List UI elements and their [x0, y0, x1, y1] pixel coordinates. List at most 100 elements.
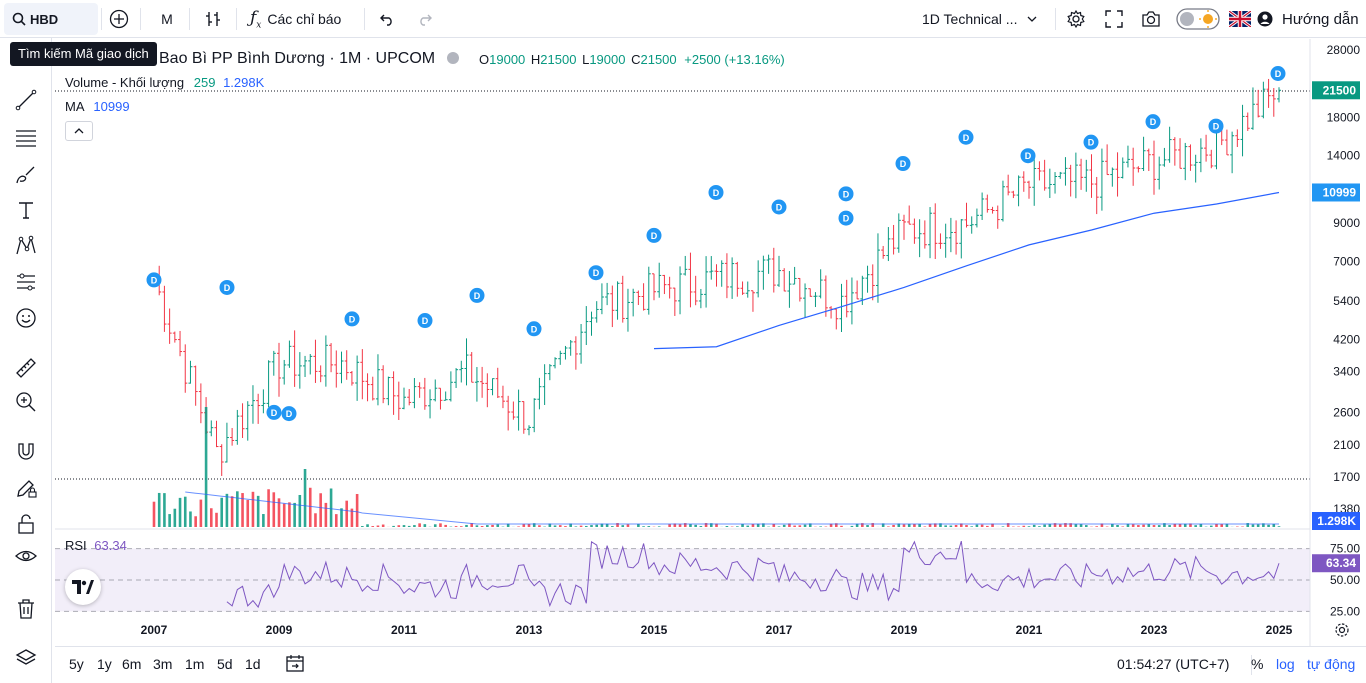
prediction-tool-button[interactable] — [10, 266, 42, 298]
compare-button[interactable] — [107, 0, 131, 38]
hide-drawings-button[interactable] — [10, 540, 42, 572]
dividend-marker[interactable] — [1020, 148, 1036, 164]
rsi-axis-label: 50.00 — [1330, 573, 1360, 587]
dividend-marker[interactable] — [1208, 118, 1224, 134]
range-button-5y[interactable]: 5y — [69, 656, 84, 672]
zoom-tool-button[interactable] — [10, 386, 42, 418]
dividend-marker[interactable] — [526, 321, 542, 337]
volume-bar — [1183, 523, 1187, 527]
dividend-marker[interactable] — [469, 287, 485, 303]
dividend-marker[interactable] — [588, 265, 604, 281]
volume-bar — [423, 524, 427, 527]
range-button-6m[interactable]: 6m — [122, 656, 142, 672]
language-button[interactable] — [1229, 0, 1251, 38]
volume-bar — [1095, 526, 1099, 527]
volume-bar — [980, 524, 984, 527]
percent-toggle[interactable]: % — [1251, 656, 1264, 672]
chart-settings-button[interactable] — [1334, 622, 1350, 641]
range-button-3m[interactable]: 3m — [153, 656, 173, 672]
dividend-marker[interactable] — [708, 184, 724, 200]
volume-ma-line — [185, 491, 1279, 525]
measure-tool-button[interactable] — [10, 352, 42, 384]
volume-bar — [605, 523, 609, 527]
volume-bar — [777, 526, 781, 527]
dividend-marker-label: D — [776, 203, 783, 213]
volume-bar — [308, 487, 312, 527]
volume-bar — [1121, 526, 1125, 527]
range-button-1m[interactable]: 1m — [185, 656, 205, 672]
magnet-tool-button[interactable] — [10, 436, 42, 468]
dividend-marker[interactable] — [1270, 66, 1286, 82]
drawing-toolbar — [0, 38, 52, 683]
volume-bar — [683, 523, 687, 527]
stay-drawing-button[interactable] — [10, 472, 42, 504]
snapshot-button[interactable] — [1140, 0, 1162, 38]
trendline-tool-button[interactable] — [10, 84, 42, 116]
price-axis-label: 2100 — [1333, 438, 1360, 452]
volume-bar — [892, 524, 895, 527]
dividend-marker[interactable] — [838, 210, 854, 226]
dividend-marker[interactable] — [771, 199, 787, 215]
theme-toggle[interactable] — [1176, 0, 1220, 38]
auto-scale-toggle[interactable]: tự động — [1307, 656, 1356, 672]
volume-bar — [522, 524, 526, 527]
dividend-marker[interactable] — [838, 186, 854, 202]
volume-bar — [1048, 524, 1052, 527]
price-axis-label: 5400 — [1333, 294, 1360, 308]
volume-bar — [1027, 526, 1031, 527]
object-tree-button[interactable] — [10, 642, 42, 674]
dividend-marker[interactable] — [895, 156, 911, 172]
volume-bar — [168, 514, 171, 527]
clock-readout[interactable]: 01:54:27 (UTC+7) — [1117, 656, 1230, 672]
dividend-marker[interactable] — [219, 279, 235, 295]
range-button-1y[interactable]: 1y — [97, 656, 112, 672]
volume-bar — [1277, 526, 1281, 527]
price-axis-label: 2600 — [1333, 405, 1360, 419]
volume-bar — [215, 512, 218, 527]
settings-button[interactable] — [1065, 0, 1087, 38]
dividend-marker[interactable] — [958, 129, 974, 145]
user-icon — [1257, 11, 1273, 27]
dividend-marker[interactable] — [1145, 114, 1161, 130]
ruler-icon — [16, 358, 36, 378]
fib-tool-button[interactable] — [10, 122, 42, 154]
pattern-tool-button[interactable] — [10, 230, 42, 262]
symbol-search-button[interactable]: HBD — [4, 3, 98, 35]
chart-type-button[interactable] — [202, 0, 224, 38]
interval-button[interactable]: M — [161, 11, 173, 27]
volume-bar — [1267, 524, 1270, 527]
icon-tool-button[interactable] — [10, 302, 42, 334]
brush-tool-button[interactable] — [10, 159, 42, 191]
undo-button[interactable] — [377, 0, 397, 38]
log-toggle[interactable]: log — [1276, 656, 1295, 672]
dividend-marker-label: D — [474, 291, 481, 301]
remove-drawings-button[interactable] — [10, 593, 42, 625]
indicators-button[interactable]: ƒx Các chỉ báo — [250, 0, 341, 38]
dividend-marker[interactable] — [281, 406, 297, 422]
price-axis-label: 18000 — [1327, 110, 1361, 124]
dividend-marker[interactable] — [266, 404, 282, 420]
dividend-marker[interactable] — [1083, 134, 1099, 150]
volume-bar — [725, 526, 729, 527]
fullscreen-button[interactable] — [1103, 0, 1125, 38]
tradingview-logo-icon[interactable] — [65, 569, 101, 605]
collapse-legend-button[interactable] — [65, 121, 93, 141]
date-range-button[interactable] — [285, 653, 305, 676]
dividend-marker[interactable] — [344, 311, 360, 327]
volume-bar — [230, 496, 234, 527]
lock-drawings-button[interactable] — [10, 508, 42, 540]
redo-button[interactable] — [415, 0, 435, 38]
fx-icon: ƒx — [250, 7, 262, 31]
range-button-5d[interactable]: 5d — [217, 656, 233, 672]
dividend-marker[interactable] — [646, 227, 662, 243]
dividend-marker[interactable] — [417, 313, 433, 329]
volume-bar — [355, 493, 359, 527]
dividend-marker[interactable] — [146, 272, 162, 288]
text-tool-button[interactable] — [10, 194, 42, 226]
chart-pane[interactable]: D D D D D D D D D D D D D D D D D D D D D 28000 18000 14000 9000… — [55, 39, 1366, 683]
range-button-1d[interactable]: 1d — [245, 656, 261, 672]
layout-dropdown[interactable]: 1D Technical ... — [922, 0, 1037, 38]
guide-button[interactable]: Hướng dẫn — [1257, 0, 1359, 38]
